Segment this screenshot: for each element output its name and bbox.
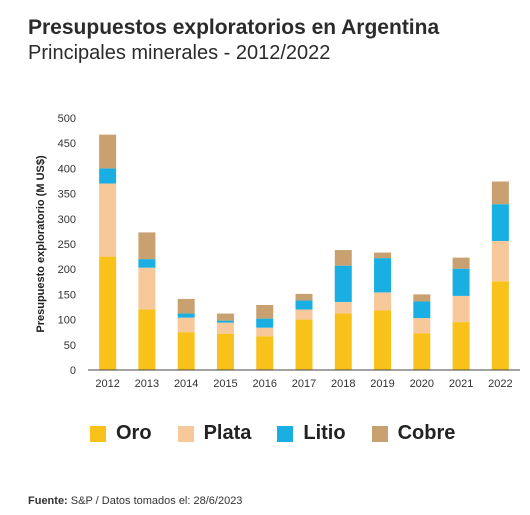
y-axis-ticks: 0 50 100 150 200 250 300 350 400 450 500 — [58, 113, 76, 377]
y-tick-label: 150 — [58, 289, 76, 301]
legend-item-cobre: Cobre — [371, 422, 456, 445]
x-tick-label: 2014 — [174, 378, 198, 390]
bar-segment-oro-2012 — [99, 256, 117, 370]
legend-swatch — [90, 425, 106, 442]
bar-segment-plata-2015 — [216, 322, 234, 334]
y-tick-label: 300 — [58, 214, 76, 226]
bar-segment-cobre-2022 — [491, 181, 509, 205]
source-label: Fuente: — [28, 495, 68, 507]
bar-segment-oro-2013 — [138, 309, 156, 370]
bar-segment-litio-2017 — [295, 300, 313, 310]
bar-segment-plata-2020 — [413, 318, 431, 334]
bar-segment-litio-2012 — [99, 168, 117, 184]
bar-segment-plata-2016 — [256, 327, 274, 337]
bar-segment-litio-2022 — [491, 204, 509, 241]
bar-segment-cobre-2021 — [452, 257, 470, 269]
bar-segment-oro-2019 — [374, 310, 392, 370]
bar-segment-litio-2015 — [216, 320, 234, 323]
x-tick-label: 2015 — [213, 378, 237, 390]
x-tick-label: 2012 — [95, 378, 119, 390]
bar-segment-cobre-2013 — [138, 232, 156, 260]
legend-label: Oro — [116, 422, 152, 444]
legend-label: Plata — [203, 422, 252, 444]
bar-segment-oro-2015 — [216, 333, 234, 370]
bar-segment-plata-2019 — [374, 292, 392, 311]
bar-segment-plata-2014 — [177, 317, 195, 333]
bar-segment-plata-2022 — [491, 240, 509, 282]
bar-segment-cobre-2017 — [295, 293, 313, 301]
bar-segment-cobre-2015 — [216, 313, 234, 321]
legend-swatch — [371, 425, 388, 442]
x-tick-label: 2022 — [488, 378, 512, 390]
chart-title: Presupuestos exploratorios en Argentina — [28, 16, 440, 39]
bar-segment-litio-2019 — [374, 258, 392, 293]
bars — [99, 134, 509, 370]
legend-item-plata: Plata — [177, 422, 252, 445]
legend-label: Cobre — [397, 422, 456, 444]
legend-item-litio: Litio — [277, 422, 346, 445]
y-tick-label: 0 — [70, 365, 76, 377]
bar-segment-cobre-2020 — [413, 294, 431, 302]
legend-swatch — [177, 425, 194, 442]
y-axis-label: Presupuesto exploratorio (M US$) — [35, 155, 47, 333]
y-tick-label: 200 — [58, 264, 76, 276]
y-tick-label: 450 — [58, 138, 76, 150]
x-tick-label: 2019 — [370, 378, 394, 390]
bar-segment-plata-2013 — [138, 267, 156, 310]
legend-item-oro: Oro — [90, 422, 152, 445]
bar-segment-oro-2017 — [295, 319, 313, 370]
y-tick-label: 500 — [58, 113, 76, 125]
bar-segment-oro-2022 — [491, 281, 509, 370]
source-note: Fuente: S&P / Datos tomados el: 28/6/202… — [28, 495, 242, 507]
chart-subtitle: Principales minerales - 2012/2022 — [28, 42, 331, 64]
bar-segment-plata-2012 — [99, 183, 117, 257]
x-tick-label: 2016 — [252, 378, 276, 390]
y-tick-label: 100 — [58, 315, 76, 327]
bar-segment-litio-2014 — [177, 313, 195, 318]
y-tick-label: 350 — [58, 189, 76, 201]
x-tick-label: 2013 — [135, 378, 159, 390]
bar-segment-oro-2018 — [334, 313, 352, 370]
x-tick-label: 2018 — [331, 378, 355, 390]
bar-segment-litio-2016 — [256, 318, 274, 328]
bar-segment-litio-2013 — [138, 259, 156, 268]
x-axis-ticks: 2012 2013 2014 2015 2016 2017 2018 2019 2020 2021… — [95, 378, 512, 390]
bar-segment-litio-2018 — [334, 265, 352, 302]
y-tick-label: 400 — [58, 163, 76, 175]
bar-segment-oro-2021 — [452, 322, 470, 370]
source-text: S&P / Datos tomados el: 28/6/2023 — [70, 495, 243, 507]
bar-segment-cobre-2014 — [177, 298, 195, 314]
bar-segment-cobre-2019 — [374, 252, 392, 259]
legend-swatch — [277, 425, 294, 442]
bar-segment-plata-2018 — [334, 301, 352, 314]
bar-segment-oro-2020 — [413, 333, 431, 370]
bar-segment-cobre-2018 — [334, 250, 352, 266]
bar-segment-litio-2020 — [413, 301, 431, 319]
bar-segment-litio-2021 — [452, 268, 470, 296]
y-tick-label: 250 — [58, 239, 76, 251]
bar-segment-cobre-2016 — [256, 304, 274, 319]
bar-segment-plata-2017 — [295, 309, 313, 320]
x-tick-label: 2021 — [449, 378, 473, 390]
bar-segment-cobre-2012 — [99, 134, 117, 169]
x-tick-label: 2020 — [410, 378, 434, 390]
bar-segment-plata-2021 — [452, 295, 470, 323]
y-tick-label: 50 — [64, 340, 76, 352]
bar-segment-oro-2016 — [256, 336, 274, 370]
legend-label: Litio — [303, 422, 346, 444]
x-tick-label: 2017 — [292, 378, 316, 390]
bar-segment-oro-2014 — [177, 332, 195, 370]
legend: Oro Plata Litio Cobre — [90, 422, 481, 445]
